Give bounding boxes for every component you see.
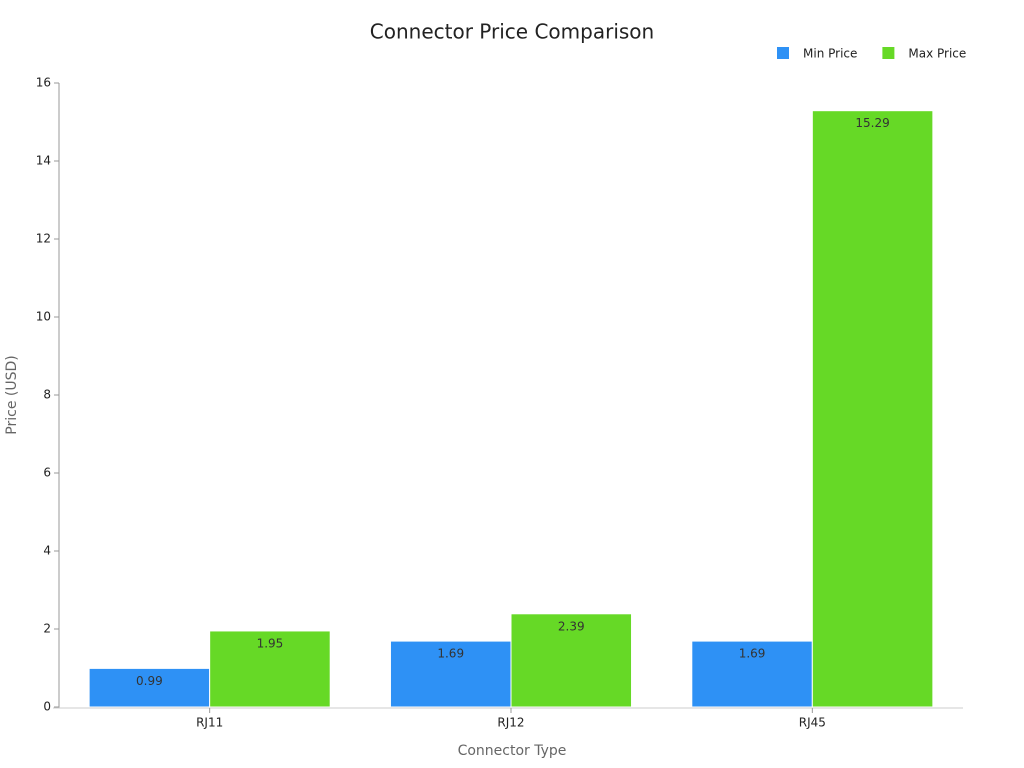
legend-swatch (777, 47, 789, 59)
value-label: 1.69 (437, 647, 464, 661)
value-label: 1.69 (739, 647, 766, 661)
y-tick-label: 14 (36, 154, 51, 168)
x-tick-label: RJ12 (497, 716, 524, 730)
x-tick-label: RJ45 (799, 716, 826, 730)
y-tick-label: 16 (36, 76, 51, 90)
legend-label: Max Price (908, 47, 966, 61)
y-tick-label: 8 (43, 388, 51, 402)
y-tick-label: 4 (43, 544, 51, 558)
y-tick-label: 10 (36, 310, 51, 324)
y-tick-label: 12 (36, 232, 51, 246)
bar (691, 640, 813, 708)
y-tick-label: 0 (43, 700, 51, 714)
y-tick-label: 6 (43, 466, 51, 480)
x-tick-label: RJ11 (196, 716, 223, 730)
chart-title: Connector Price Comparison (370, 20, 654, 44)
legend-label: Min Price (803, 47, 857, 61)
y-axis-title: Price (USD) (4, 355, 20, 434)
bar (88, 667, 211, 708)
value-label: 15.29 (855, 116, 889, 130)
legend-swatch (882, 47, 895, 59)
bar (510, 613, 633, 708)
value-label: 2.39 (558, 619, 585, 633)
y-tick-label: 2 (43, 622, 51, 636)
bar (389, 640, 512, 708)
value-label: 1.95 (257, 636, 284, 650)
x-axis-title: Connector Type (458, 743, 567, 759)
bar (811, 110, 934, 708)
value-label: 0.99 (136, 674, 163, 688)
bar (209, 630, 331, 708)
